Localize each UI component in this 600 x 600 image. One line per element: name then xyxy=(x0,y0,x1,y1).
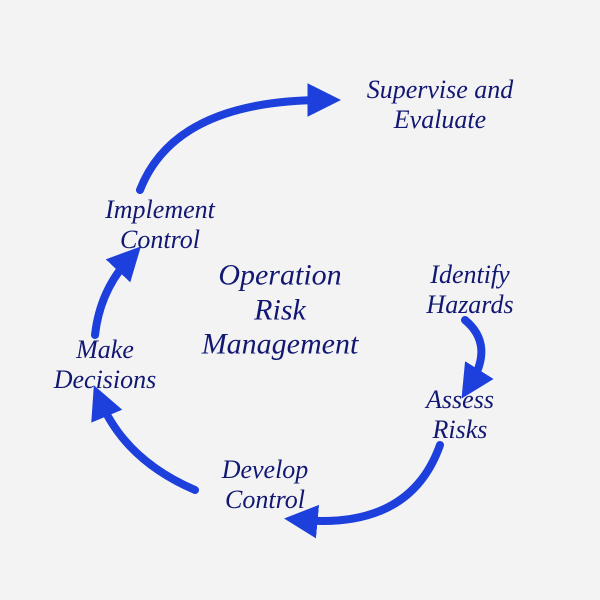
step-implement: Implement Control xyxy=(105,195,215,255)
step-supervise: Supervise and Evaluate xyxy=(367,75,514,135)
arrow-1 xyxy=(300,445,440,521)
arrow-3 xyxy=(95,258,130,335)
arrow-0 xyxy=(465,320,481,385)
step-identify: Identify Hazards xyxy=(426,260,513,320)
arrow-4 xyxy=(140,100,325,190)
step-make: Make Decisions xyxy=(54,335,157,395)
step-assess: Assess Risks xyxy=(426,385,494,445)
step-develop: Develop Control xyxy=(222,455,309,515)
arrow-2 xyxy=(100,400,195,490)
cycle-diagram: Operation Risk Management Supervise and … xyxy=(0,0,600,600)
diagram-title: Operation Risk Management xyxy=(202,258,359,362)
